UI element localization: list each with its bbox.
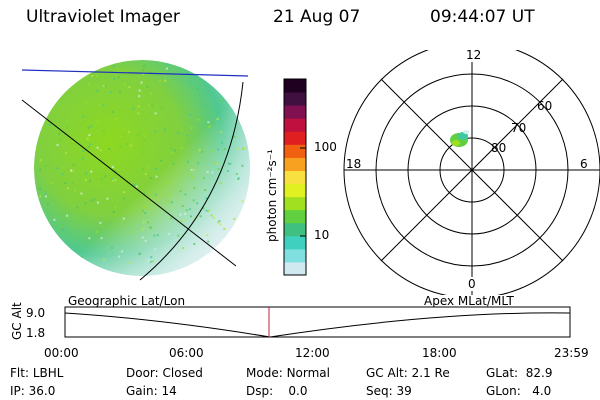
- grid-line: [21, 99, 237, 267]
- x-tick-2359: 23:59: [554, 346, 589, 360]
- time-label: 09:44:07 UT: [430, 7, 535, 27]
- x-tick-1200: 12:00: [295, 346, 330, 360]
- grid-arc: [139, 81, 244, 281]
- colorbar-segment: [284, 170, 306, 185]
- info-gain: Gain: 14: [126, 384, 177, 398]
- x-tick-1800: 18:00: [422, 346, 457, 360]
- lat-label-70: 70: [511, 121, 527, 135]
- earth-disk: [34, 60, 250, 276]
- colorbar-segment: [284, 183, 306, 198]
- colorbar-segment: [284, 131, 306, 145]
- polar-plot: [343, 50, 600, 295]
- lat-label-60: 60: [537, 99, 553, 113]
- y-tick-1-8: 1.8: [26, 326, 46, 340]
- earth-image-panel: [21, 60, 250, 281]
- strip-right-label: Apex MLat/MLT: [424, 294, 514, 308]
- info-glon: GLon: 4.0: [486, 384, 552, 398]
- y-tick-9: 9.0: [26, 306, 46, 320]
- lat-label-80: 80: [491, 141, 507, 155]
- altitude-strip-chart: [64, 306, 571, 338]
- colorbar-segment: [284, 196, 306, 211]
- info-seq: Seq: 39: [366, 384, 412, 398]
- clock-label-0: 0: [468, 277, 476, 291]
- colorbar-segment: [284, 118, 306, 132]
- date-label: 21 Aug 07: [273, 7, 361, 27]
- latitude-line: [21, 69, 249, 77]
- info-ip: IP: 36.0: [10, 384, 56, 398]
- info-glat: GLat: 82.9: [486, 366, 553, 380]
- colorbar: [283, 78, 307, 276]
- colorbar-segment: [284, 248, 306, 263]
- colorbar-tick-100: 100: [314, 140, 337, 154]
- colorbar-segment: [284, 209, 306, 224]
- info-gc-alt: GC Alt: 2.1 Re: [366, 366, 450, 380]
- clock-label-12: 12: [466, 48, 482, 62]
- colorbar-segment: [284, 261, 306, 276]
- colorbar-segment: [284, 235, 306, 250]
- colorbar-segment: [284, 79, 306, 93]
- colorbar-segment: [284, 157, 306, 171]
- info-filter: Flt: LBHL: [10, 366, 64, 380]
- clock-label-6: 6: [580, 157, 588, 171]
- info-mode: Mode: Normal: [246, 366, 330, 380]
- strip-left-label: Geographic Lat/Lon: [68, 294, 186, 308]
- colorbar-segment: [284, 144, 306, 158]
- clock-label-18: 18: [346, 157, 362, 171]
- strip-axis-title: GC Alt: [10, 302, 24, 340]
- colorbar-segment: [284, 105, 306, 119]
- instrument-title: Ultraviolet Imager: [26, 7, 180, 27]
- colorbar-tick-10: 10: [314, 228, 330, 242]
- auroral-spot: [450, 130, 469, 147]
- colorbar-unit-label: photon cm⁻²s⁻¹: [265, 149, 279, 242]
- colorbar-segment: [284, 222, 306, 237]
- colorbar-segment: [284, 92, 306, 106]
- x-tick-0000: 00:00: [44, 346, 79, 360]
- x-tick-0600: 06:00: [169, 346, 204, 360]
- info-door: Door: Closed: [126, 366, 203, 380]
- info-dsp: Dsp: 0.0: [246, 384, 308, 398]
